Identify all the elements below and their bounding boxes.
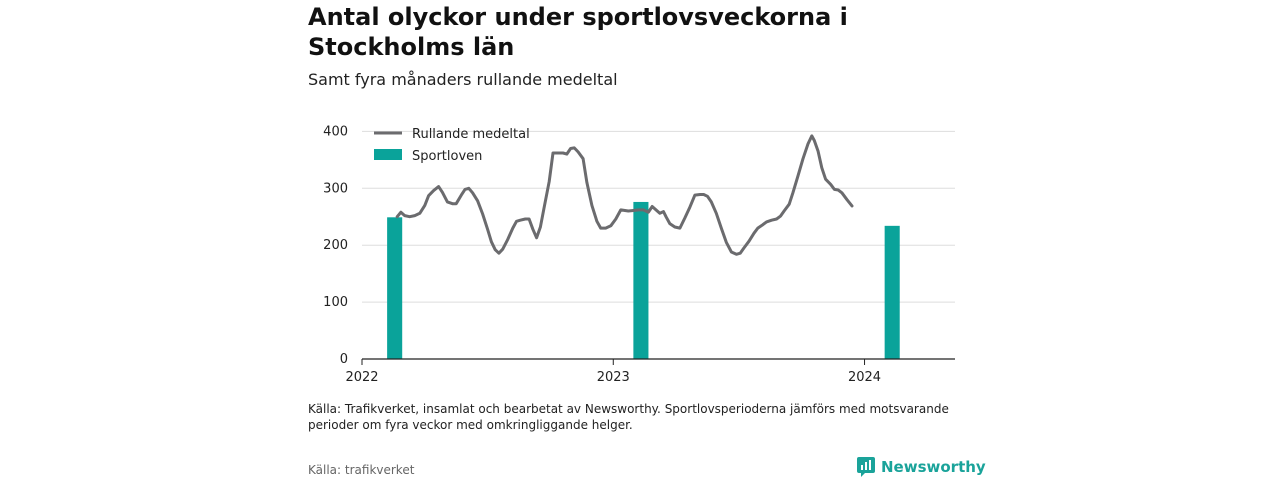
- y-tick-label: 200: [323, 238, 348, 253]
- brand-name: Newsworthy: [881, 458, 986, 476]
- y-tick-label: 0: [340, 352, 348, 367]
- legend-bar-swatch: [374, 149, 402, 160]
- x-tick-label: 2022: [345, 370, 378, 385]
- sportlov-bar: [884, 225, 900, 359]
- brand-logo[interactable]: Newsworthy: [857, 457, 986, 477]
- chart-subtitle: Samt fyra månaders rullande medeltal: [308, 70, 618, 89]
- y-tick-label: 100: [323, 295, 348, 310]
- x-axis: 2022 2023 2024: [345, 358, 955, 385]
- newsworthy-logo-icon: [857, 457, 875, 477]
- legend-line-label: Rullande medeltal: [412, 127, 530, 142]
- sportlov-bar: [633, 201, 649, 359]
- x-tick-label: 2024: [848, 370, 881, 385]
- y-axis: 0 100 200 300 400: [323, 124, 348, 367]
- grid-lines: [362, 130, 955, 303]
- bar-series: [387, 201, 900, 359]
- legend: Rullande medeltal Sportloven: [374, 127, 530, 164]
- footnote: Källa: Trafikverket, insamlat och bearbe…: [308, 402, 949, 432]
- x-tick-label: 2023: [597, 370, 630, 385]
- legend-bar-label: Sportloven: [412, 149, 482, 164]
- y-tick-label: 300: [323, 181, 348, 196]
- rolling-average-line: [395, 134, 854, 256]
- y-tick-label: 400: [323, 124, 348, 139]
- sportlov-bar: [387, 217, 403, 359]
- chart-title: Antal olyckor under sportlovsveckorna i …: [308, 3, 848, 61]
- source-text: Källa: trafikverket: [308, 463, 415, 477]
